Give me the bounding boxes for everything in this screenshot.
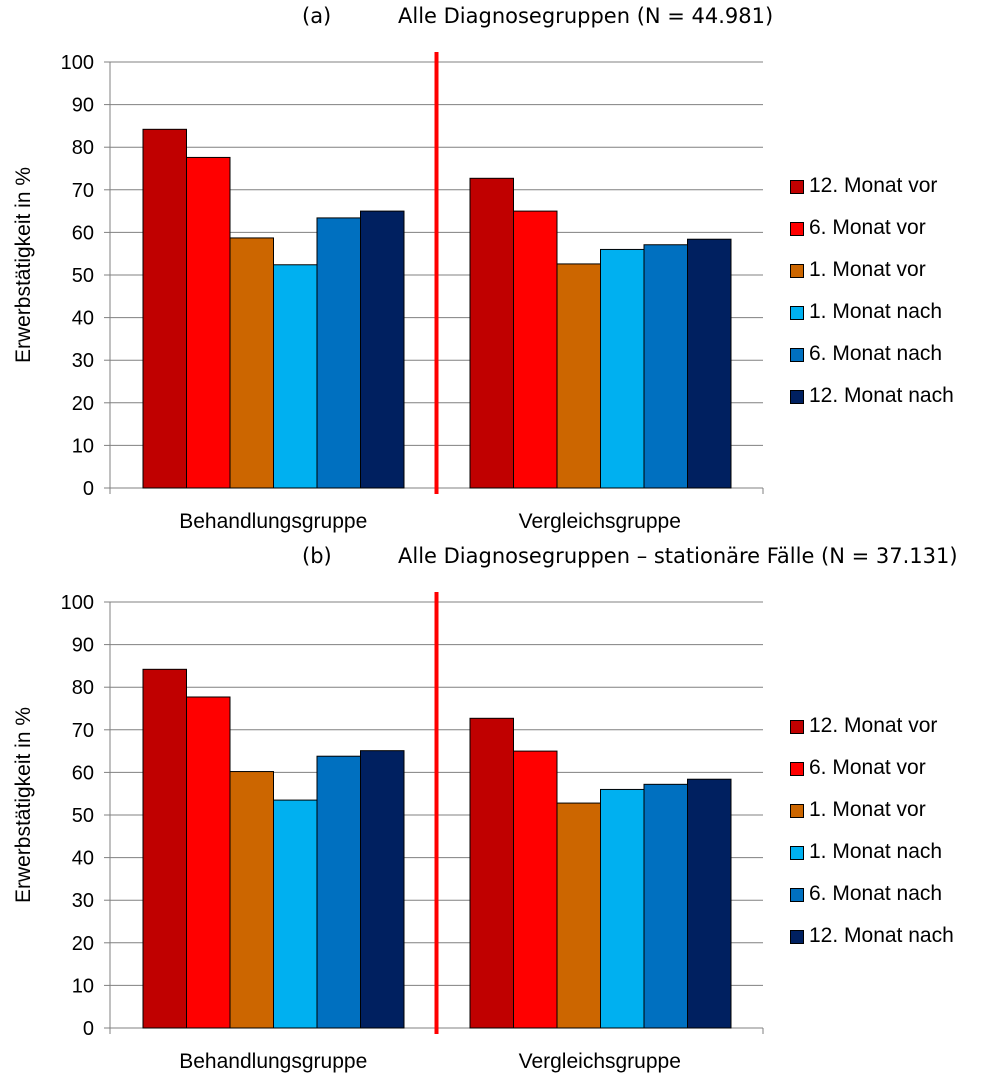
legend-swatch	[790, 804, 804, 818]
bars	[142, 668, 732, 1029]
bar	[469, 177, 514, 489]
legend-label: 12. Monat vor	[809, 174, 938, 197]
legend-swatch	[790, 720, 804, 734]
chart-title: (b) Alle Diagnosegruppen – stationäre Fä…	[0, 540, 1000, 580]
y-tick-label: 100	[61, 52, 94, 74]
y-tick-label: 50	[72, 805, 94, 827]
y-tick-label: 80	[72, 137, 94, 159]
y-tick-label: 80	[72, 677, 94, 699]
legend-label: 12. Monat nach	[809, 384, 954, 407]
legend-swatch	[790, 762, 804, 776]
y-axis-label: Erwerbstätigkeit in %	[2, 166, 46, 364]
bar	[556, 802, 601, 1029]
panel-label: (a)	[302, 4, 332, 28]
bar	[316, 217, 361, 489]
legend-swatch	[790, 222, 804, 236]
chart-a: (a) Alle Diagnosegruppen (N = 44.981) 0 1…	[0, 0, 1000, 533]
bar	[229, 771, 274, 1029]
y-tick-label: 20	[72, 393, 94, 415]
bar	[273, 264, 318, 489]
legend-label: 6. Monat vor	[809, 216, 926, 239]
y-tick-label: 70	[72, 180, 94, 202]
bar	[360, 750, 405, 1029]
y-tick-label: 30	[72, 350, 94, 372]
y-tick-label: 0	[83, 478, 94, 500]
bar	[186, 696, 231, 1029]
chart-title-text: Alle Diagnosegruppen – stationäre Fälle …	[398, 544, 958, 568]
legend-label: 1. Monat nach	[809, 300, 943, 323]
legend-label: 6. Monat nach	[809, 342, 943, 365]
y-tick-label: 40	[72, 308, 94, 330]
x-axis: Behandlungsgruppe Vergleichsgruppe	[109, 1027, 764, 1073]
y-axis-label: Erwerbstätigkeit in %	[2, 706, 46, 904]
legend-swatch	[790, 348, 804, 362]
x-category-label: Vergleichsgruppe	[519, 510, 681, 533]
bars	[142, 128, 732, 489]
bar	[469, 717, 514, 1029]
legend-label: 12. Monat vor	[809, 714, 938, 737]
y-tick-label: 40	[72, 848, 94, 870]
y-tick-label: 100	[61, 592, 94, 614]
y-tick-label: 70	[72, 720, 94, 742]
y-axis: 0 10 20 30 40 50 60 70 80 90 100	[61, 52, 111, 500]
x-category-label: Behandlungsgruppe	[179, 1050, 367, 1073]
bar	[600, 248, 645, 489]
bar	[142, 128, 187, 489]
legend-label: 12. Monat nach	[809, 924, 954, 947]
legend-label: 1. Monat vor	[809, 798, 926, 821]
y-tick-label: 20	[72, 933, 94, 955]
y-axis-label-text: Erwerbstätigkeit in %	[12, 166, 35, 364]
x-axis: Behandlungsgruppe Vergleichsgruppe	[109, 487, 764, 533]
legend-swatch	[790, 264, 804, 278]
panel-label: (b)	[302, 544, 332, 568]
y-tick-label: 10	[72, 975, 94, 997]
bar	[600, 788, 645, 1029]
y-tick-label: 60	[72, 762, 94, 784]
y-axis-label-text: Erwerbstätigkeit in %	[12, 706, 35, 904]
legend-label: 6. Monat nach	[809, 882, 943, 905]
plot-area: 0 10 20 30 40 50 60 70 80 90 100 Behandlungsgruppe V…	[61, 592, 764, 1073]
bar	[687, 778, 732, 1029]
legend-swatch	[790, 930, 804, 944]
y-tick-label: 10	[72, 435, 94, 457]
bar	[142, 668, 187, 1029]
legend-label: 6. Monat vor	[809, 756, 926, 779]
y-tick-label: 0	[83, 1018, 94, 1040]
bar	[229, 237, 274, 489]
chart-title: (a) Alle Diagnosegruppen (N = 44.981)	[0, 0, 1000, 40]
bar	[556, 263, 601, 489]
bar	[643, 783, 688, 1029]
y-tick-label: 90	[72, 635, 94, 657]
y-tick-label: 60	[72, 222, 94, 244]
chart-b: (b) Alle Diagnosegruppen – stationäre Fä…	[0, 540, 1000, 1080]
bar	[513, 750, 558, 1029]
y-tick-label: 30	[72, 890, 94, 912]
y-tick-label: 90	[72, 95, 94, 117]
bar	[273, 799, 318, 1029]
bar	[316, 755, 361, 1029]
chart-title-text: Alle Diagnosegruppen (N = 44.981)	[398, 4, 774, 28]
legend-swatch	[790, 390, 804, 404]
legend-swatch	[790, 846, 804, 860]
legend-swatch	[790, 888, 804, 902]
x-category-label: Behandlungsgruppe	[179, 510, 367, 533]
bar	[360, 210, 405, 489]
legend-label: 1. Monat nach	[809, 840, 943, 863]
bar	[186, 156, 231, 489]
plot-area: 0 10 20 30 40 50 60 70 80 90 100 Behandlungsgruppe V…	[61, 52, 764, 533]
y-tick-label: 50	[72, 265, 94, 287]
legend-label: 1. Monat vor	[809, 258, 926, 281]
x-category-label: Vergleichsgruppe	[519, 1050, 681, 1073]
legend-swatch	[790, 180, 804, 194]
bar	[643, 244, 688, 489]
bar	[687, 238, 732, 489]
legend-swatch	[790, 306, 804, 320]
bar	[513, 210, 558, 489]
y-axis: 0 10 20 30 40 50 60 70 80 90 100	[61, 592, 111, 1040]
